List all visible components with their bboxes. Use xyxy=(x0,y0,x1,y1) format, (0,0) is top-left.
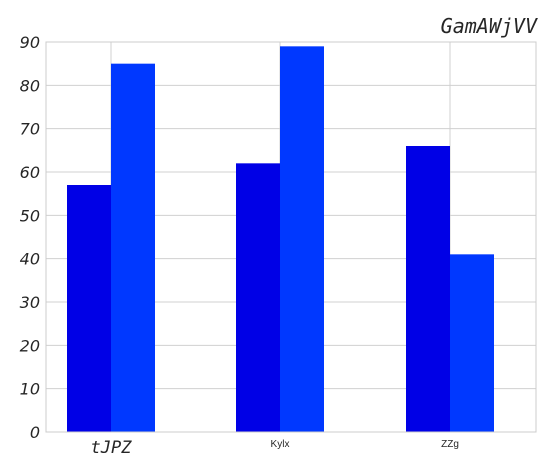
y-tick-label: 80 xyxy=(20,76,40,95)
y-tick-label: 70 xyxy=(20,120,40,139)
x-tick-label: Kylx xyxy=(271,439,290,450)
y-tick-label: 60 xyxy=(20,163,40,182)
bar-zzg-series-2 xyxy=(450,254,494,432)
y-tick-label: 30 xyxy=(20,293,40,312)
bar-tjpz-series-2 xyxy=(111,63,155,433)
bar-tjpz-series-1 xyxy=(67,185,111,432)
y-tick-label: 10 xyxy=(20,380,40,399)
bar-kylx-series-1 xyxy=(236,163,280,433)
plot-frame xyxy=(45,41,537,433)
y-tick-label: 50 xyxy=(20,206,40,225)
bar-zzg-series-1 xyxy=(406,146,450,432)
y-axis: 0 10 20 30 40 50 60 70 80 90 xyxy=(20,33,40,442)
bar-kylx-series-2 xyxy=(280,46,324,432)
y-tick-label: 40 xyxy=(20,250,40,269)
y-tick-label: 90 xyxy=(20,33,40,52)
y-tick-label: 0 xyxy=(30,423,40,442)
x-tick-label: tJPZ xyxy=(91,438,133,458)
y-tick-label: 20 xyxy=(20,336,40,355)
chart-title: GamAWjVV xyxy=(441,14,538,38)
x-tick-label: ZZg xyxy=(441,439,459,450)
bar-layer xyxy=(67,46,494,433)
x-axis: tJPZ Kylx ZZg xyxy=(91,438,459,458)
